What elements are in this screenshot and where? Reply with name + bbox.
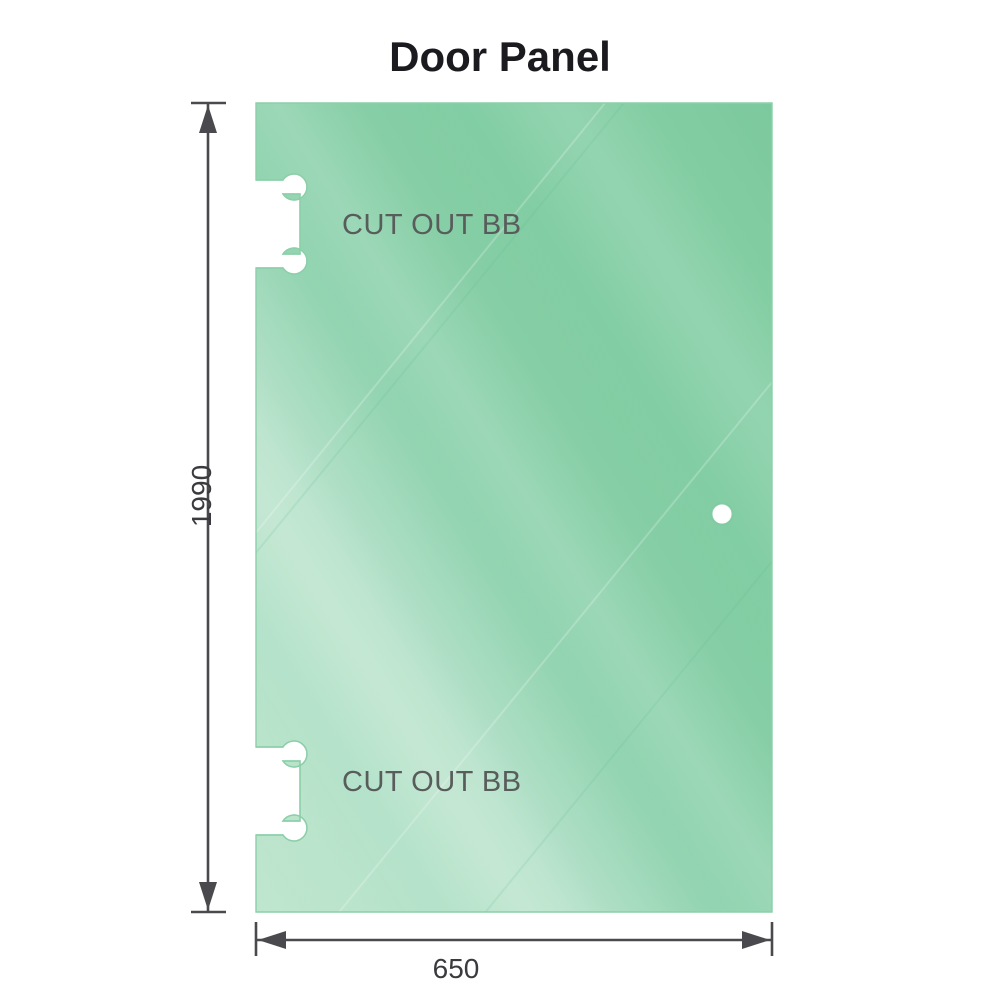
page-title: Door Panel: [389, 33, 611, 80]
arrowhead-left: [258, 931, 286, 949]
dimension-width: [254, 922, 774, 956]
cut-out-label-bottom: CUT OUT BB: [342, 766, 522, 798]
arrowhead-down: [199, 882, 217, 910]
arrowhead-up: [199, 105, 217, 133]
reflection-lines-dark: [256, 103, 772, 912]
cut-out-bottom: [256, 740, 308, 842]
dimension-label-width: 650: [432, 953, 480, 984]
cut-out-label-top: CUT OUT BB: [342, 209, 522, 241]
cut-out-top: [256, 173, 308, 275]
arrowhead-right: [742, 931, 770, 949]
glass-panel-body: [256, 103, 772, 912]
glass-shadow-streak: [256, 103, 772, 912]
dimension-height: [191, 101, 226, 914]
reflection-lines: [256, 103, 772, 912]
handle-hole: [711, 503, 733, 525]
dimension-label-height: 1990: [186, 464, 218, 528]
